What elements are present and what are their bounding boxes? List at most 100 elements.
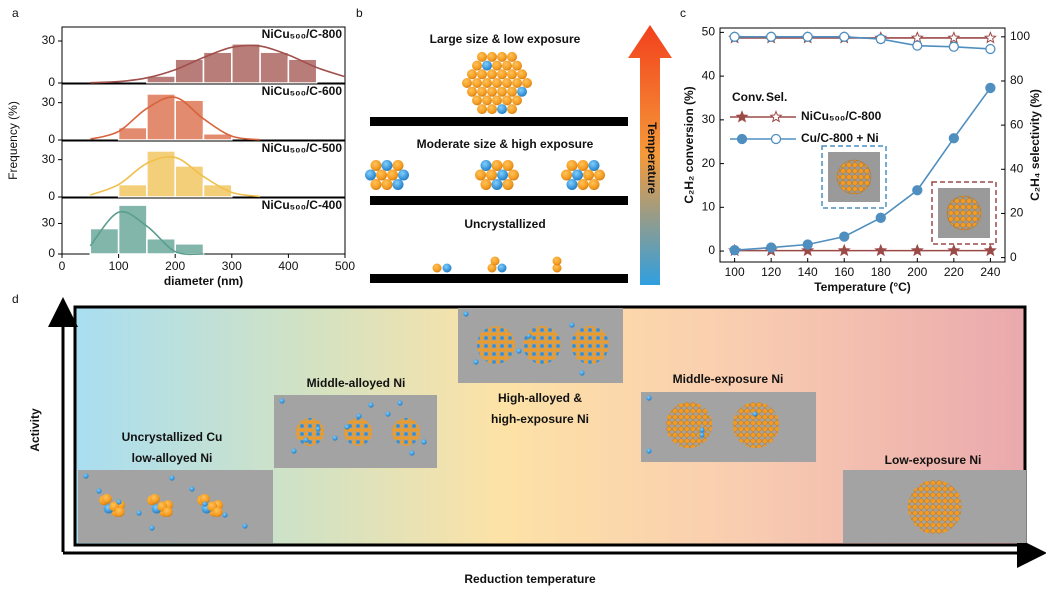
atom bbox=[477, 69, 487, 79]
star-marker bbox=[949, 245, 959, 255]
atom bbox=[508, 170, 519, 181]
cu-atom bbox=[189, 486, 194, 491]
y2-tick-label: 0 bbox=[1010, 250, 1017, 264]
y2-tick-label: 60 bbox=[1010, 117, 1024, 131]
arrow-label: Temperature bbox=[645, 122, 659, 194]
atom bbox=[376, 170, 387, 181]
atom bbox=[462, 78, 472, 88]
y-axis-label: C₂H₂ conversion (%) bbox=[682, 86, 696, 203]
atom bbox=[512, 61, 522, 71]
cu-atom bbox=[385, 411, 390, 416]
caption: Moderate size & high exposure bbox=[417, 137, 594, 151]
x-tick-label: 220 bbox=[944, 265, 964, 279]
star-marker bbox=[876, 245, 886, 255]
y-tick-label: 30 bbox=[702, 112, 716, 126]
atom bbox=[433, 264, 442, 273]
atom bbox=[502, 61, 512, 71]
figure: abcd030NiCu₅₀₀/C-800030NiCu₅₀₀/C-600030N… bbox=[0, 0, 1046, 596]
atom bbox=[503, 179, 514, 190]
stage-label: Middle-alloyed Ni bbox=[307, 376, 406, 390]
x-tick-label: 200 bbox=[165, 259, 185, 273]
atom bbox=[561, 170, 572, 181]
atom bbox=[482, 78, 492, 88]
atom bbox=[487, 87, 497, 97]
histogram-label: NiCu₅₀₀/C-600 bbox=[262, 84, 343, 98]
circle-marker bbox=[913, 41, 922, 50]
particle bbox=[733, 402, 779, 448]
atom bbox=[498, 264, 507, 273]
atom bbox=[492, 61, 502, 71]
atom bbox=[487, 104, 497, 114]
circle-marker bbox=[803, 32, 812, 41]
particle bbox=[571, 326, 609, 364]
cu-atom bbox=[569, 322, 574, 327]
cu-atom bbox=[222, 512, 227, 517]
legend-marker bbox=[737, 112, 747, 122]
atom bbox=[371, 160, 382, 171]
y-axis-title: Activity bbox=[28, 408, 42, 452]
atom bbox=[467, 87, 477, 97]
atom bbox=[507, 104, 517, 114]
legend-label: Cu/C-800 + Ni bbox=[801, 131, 879, 145]
particle bbox=[392, 418, 420, 446]
substrate bbox=[370, 196, 628, 205]
cu-atom bbox=[279, 398, 284, 403]
stage-label: Uncrystallized Cu bbox=[122, 430, 223, 444]
histogram-bar bbox=[232, 44, 260, 83]
circle-marker bbox=[767, 243, 776, 252]
y-tick-label: 10 bbox=[702, 199, 716, 213]
stage-label: low-alloyed Ni bbox=[132, 451, 213, 465]
legend-marker bbox=[772, 135, 781, 144]
atom bbox=[572, 170, 583, 181]
y-tick-label: 40 bbox=[702, 68, 716, 82]
atom bbox=[487, 69, 497, 79]
y-tick-label: 20 bbox=[702, 156, 716, 170]
circle-marker bbox=[949, 42, 958, 51]
atom bbox=[398, 170, 409, 181]
atom bbox=[492, 160, 503, 171]
y-tick-label: 0 bbox=[48, 246, 55, 260]
atom bbox=[477, 104, 487, 114]
cu-atom bbox=[526, 333, 531, 338]
histogram-label: NiCu₅₀₀/C-800 bbox=[262, 27, 343, 41]
atom bbox=[477, 52, 487, 62]
atom bbox=[553, 257, 562, 266]
x-tick-label: 140 bbox=[798, 265, 818, 279]
atom bbox=[492, 95, 502, 105]
y-tick-label: 0 bbox=[48, 189, 55, 203]
histogram-bar bbox=[260, 52, 288, 83]
atom bbox=[497, 52, 507, 62]
substrate bbox=[370, 274, 628, 283]
atom bbox=[393, 160, 404, 171]
atom bbox=[567, 160, 578, 171]
x-tick-label: 100 bbox=[109, 259, 129, 273]
cu-atom bbox=[579, 370, 584, 375]
cu-atom bbox=[421, 439, 426, 444]
circle-marker bbox=[840, 232, 849, 241]
atom bbox=[387, 170, 398, 181]
y-tick-label: 30 bbox=[42, 152, 56, 166]
atom bbox=[486, 170, 497, 181]
atom bbox=[163, 507, 173, 517]
x-tick-label: 180 bbox=[871, 265, 891, 279]
star-marker bbox=[985, 245, 995, 255]
histogram-bar bbox=[288, 59, 316, 83]
caption: Large size & low exposure bbox=[430, 32, 581, 46]
y-tick-label: 0 bbox=[708, 243, 715, 257]
cu-atom bbox=[344, 424, 349, 429]
stage-label: Low-exposure Ni bbox=[885, 453, 982, 467]
atom bbox=[481, 179, 492, 190]
y-tick-label: 50 bbox=[702, 25, 716, 39]
histogram-bar bbox=[175, 59, 203, 83]
cu-atom bbox=[752, 411, 757, 416]
atom bbox=[503, 160, 514, 171]
atom bbox=[497, 87, 507, 97]
y2-tick-label: 100 bbox=[1010, 29, 1030, 43]
cu-atom bbox=[646, 448, 651, 453]
atom bbox=[467, 69, 477, 79]
atom bbox=[481, 160, 492, 171]
cu-atom bbox=[202, 501, 207, 506]
cu-atom bbox=[291, 448, 296, 453]
atom bbox=[507, 52, 517, 62]
panel-label: a bbox=[12, 6, 19, 20]
